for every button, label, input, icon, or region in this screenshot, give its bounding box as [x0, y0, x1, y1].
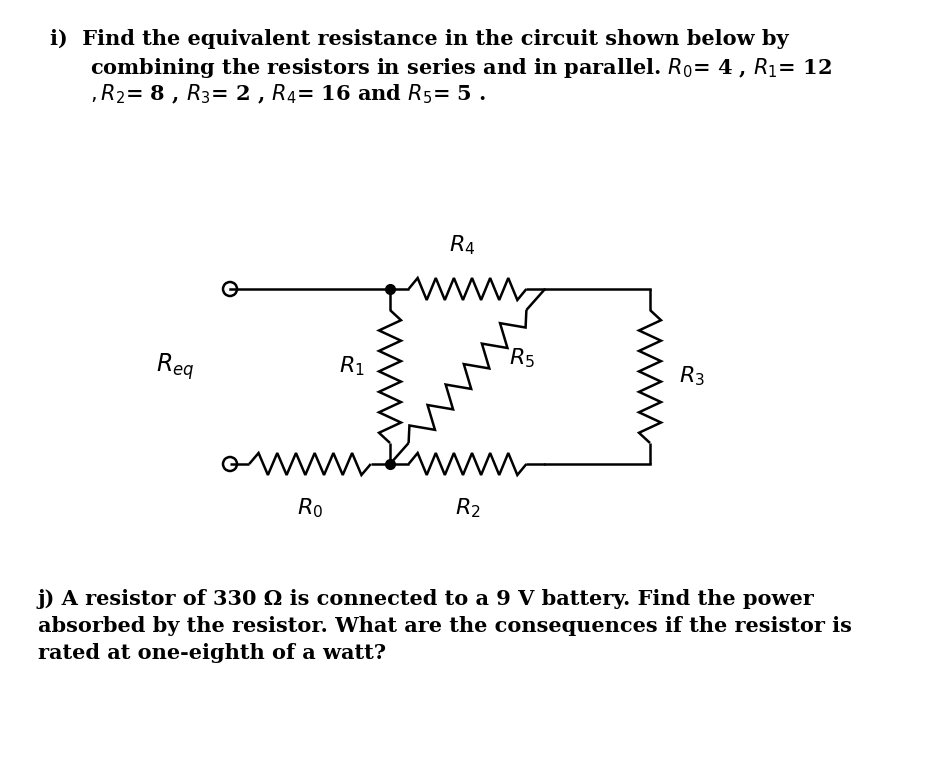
Text: $R_3$: $R_3$ — [679, 365, 705, 388]
Text: absorbed by the resistor. What are the consequences if the resistor is: absorbed by the resistor. What are the c… — [38, 616, 852, 636]
Text: $, R_2$= 8 , $R_3$= 2 , $R_4$= 16 and $R_5$= 5 .: $, R_2$= 8 , $R_3$= 2 , $R_4$= 16 and $R… — [90, 83, 486, 107]
Text: $R_2$: $R_2$ — [455, 496, 480, 520]
Text: rated at one-eighth of a watt?: rated at one-eighth of a watt? — [38, 643, 386, 663]
Text: $R_0$: $R_0$ — [297, 496, 323, 520]
Text: $R_{eq}$: $R_{eq}$ — [155, 351, 194, 382]
Text: $R_4$: $R_4$ — [449, 234, 476, 257]
Text: $R_5$: $R_5$ — [510, 347, 536, 370]
Text: i)  Find the equivalent resistance in the circuit shown below by: i) Find the equivalent resistance in the… — [50, 29, 788, 49]
Text: j) A resistor of 330 Ω is connected to a 9 V battery. Find the power: j) A resistor of 330 Ω is connected to a… — [38, 589, 815, 609]
Text: combining the resistors in series and in parallel. $R_0$= 4 , $R_1$= 12: combining the resistors in series and in… — [90, 56, 832, 80]
Text: $R_1$: $R_1$ — [339, 354, 365, 379]
